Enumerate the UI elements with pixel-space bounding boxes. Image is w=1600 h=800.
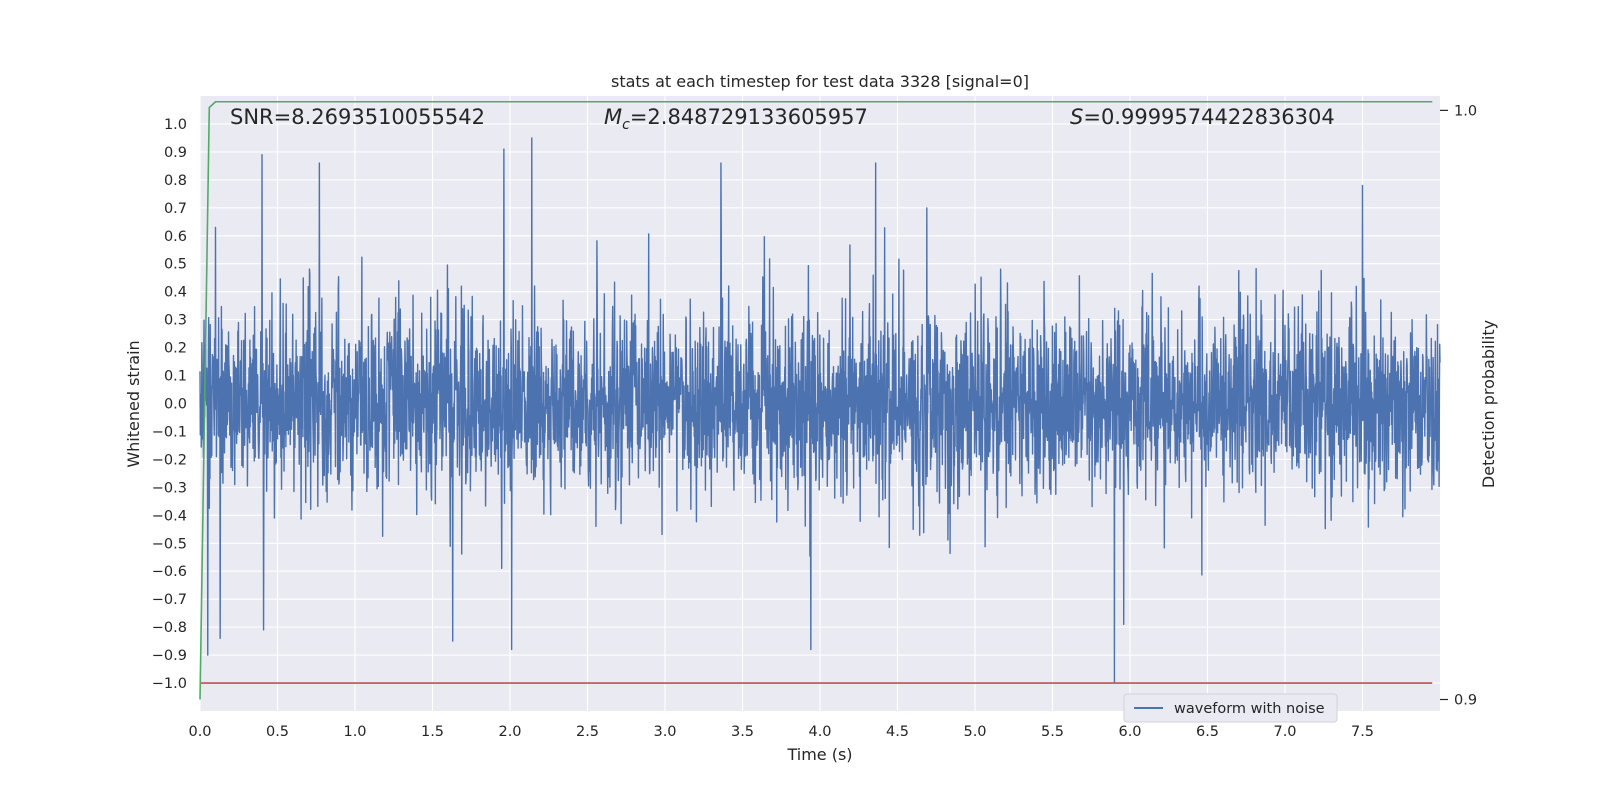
x-axis-label: Time (s) — [786, 745, 852, 764]
legend: waveform with noise — [1123, 693, 1338, 723]
series-layer — [199, 100, 1441, 700]
y-tick-label: 0.0 — [164, 397, 187, 413]
y-tick-label: 0.8 — [164, 173, 187, 189]
y-tick-label: −0.6 — [152, 564, 187, 580]
x-tick-label: 5.5 — [1041, 724, 1064, 740]
right-y-tick-label: 1.0 — [1454, 103, 1477, 119]
x-tick-label: 6.5 — [1196, 724, 1219, 740]
waveform-line — [199, 137, 1441, 684]
chart-title: stats at each timestep for test data 332… — [611, 72, 1029, 91]
x-tick-label: 2.5 — [576, 724, 599, 740]
y-tick-label: 0.2 — [164, 341, 187, 357]
legend-label-waveform: waveform with noise — [1174, 701, 1325, 717]
y-tick-label: 0.6 — [164, 229, 187, 245]
y-tick-label: −0.4 — [152, 508, 187, 524]
x-tick-label: 4.0 — [808, 724, 831, 740]
x-tick-label: 7.0 — [1273, 724, 1296, 740]
y-tick-label: 0.1 — [164, 369, 187, 385]
chirp-mass-symbol: M — [604, 105, 622, 129]
right-y-tick-label: 0.9 — [1454, 693, 1477, 709]
x-tick-labels: 0.0 0.5 1.0 1.5 2.0 2.5 3.0 3.5 4.0 4.5 5.0 5.5 6.0 6… — [188, 724, 1374, 740]
x-tick-label: 6.0 — [1118, 724, 1141, 740]
s-annotation: S=0.9999574422836304 — [1070, 105, 1335, 129]
x-tick-label: 1.0 — [343, 724, 366, 740]
s-symbol: S — [1070, 105, 1083, 129]
x-tick-label: 7.5 — [1351, 724, 1374, 740]
s-value: =0.9999574422836304 — [1083, 105, 1334, 129]
x-tick-label: 0.0 — [188, 724, 211, 740]
y-tick-label: −0.7 — [152, 592, 187, 608]
y-tick-label: −0.2 — [152, 452, 187, 468]
right-y-tick-labels: 1.0 0.9 — [1440, 103, 1477, 709]
y-tick-label: −1.0 — [152, 676, 187, 692]
y-tick-label: 1.0 — [164, 117, 187, 133]
x-tick-label: 1.5 — [421, 724, 444, 740]
snr-annotation: SNR=8.2693510055542 — [230, 105, 485, 129]
y-tick-label: −0.5 — [152, 536, 187, 552]
y-tick-label: −0.3 — [152, 480, 187, 496]
x-tick-label: 5.0 — [963, 724, 986, 740]
x-tick-label: 0.5 — [266, 724, 289, 740]
legend-box — [1123, 693, 1338, 723]
y-tick-label: 0.3 — [164, 313, 187, 329]
chirp-mass-subscript: c — [622, 117, 630, 133]
x-tick-label: 4.5 — [886, 724, 909, 740]
y-tick-label: 0.9 — [164, 145, 187, 161]
x-tick-label: 3.5 — [731, 724, 754, 740]
y-tick-label: 0.5 — [164, 257, 187, 273]
y-tick-label: −0.9 — [152, 648, 187, 664]
y-tick-label: 0.7 — [164, 201, 187, 217]
y-tick-label: 0.4 — [164, 285, 187, 301]
right-y-axis-label: Detection probability — [1479, 320, 1498, 488]
x-tick-label: 2.0 — [498, 724, 521, 740]
y-tick-labels: 1.0 0.9 0.8 0.7 0.6 0.5 0.4 0.3 0.2 0.1 0.0 −0.1 −0.… — [152, 117, 187, 692]
x-tick-label: 3.0 — [653, 724, 676, 740]
chirp-mass-value: =2.848729133605957 — [630, 105, 868, 129]
detection-probability-line — [199, 100, 1433, 700]
y-tick-label: −0.1 — [152, 424, 187, 440]
y-axis-label: Whitened strain — [124, 340, 143, 467]
chirp-mass-annotation: Mc=2.848729133605957 — [604, 105, 868, 133]
y-tick-label: −0.8 — [152, 620, 187, 636]
